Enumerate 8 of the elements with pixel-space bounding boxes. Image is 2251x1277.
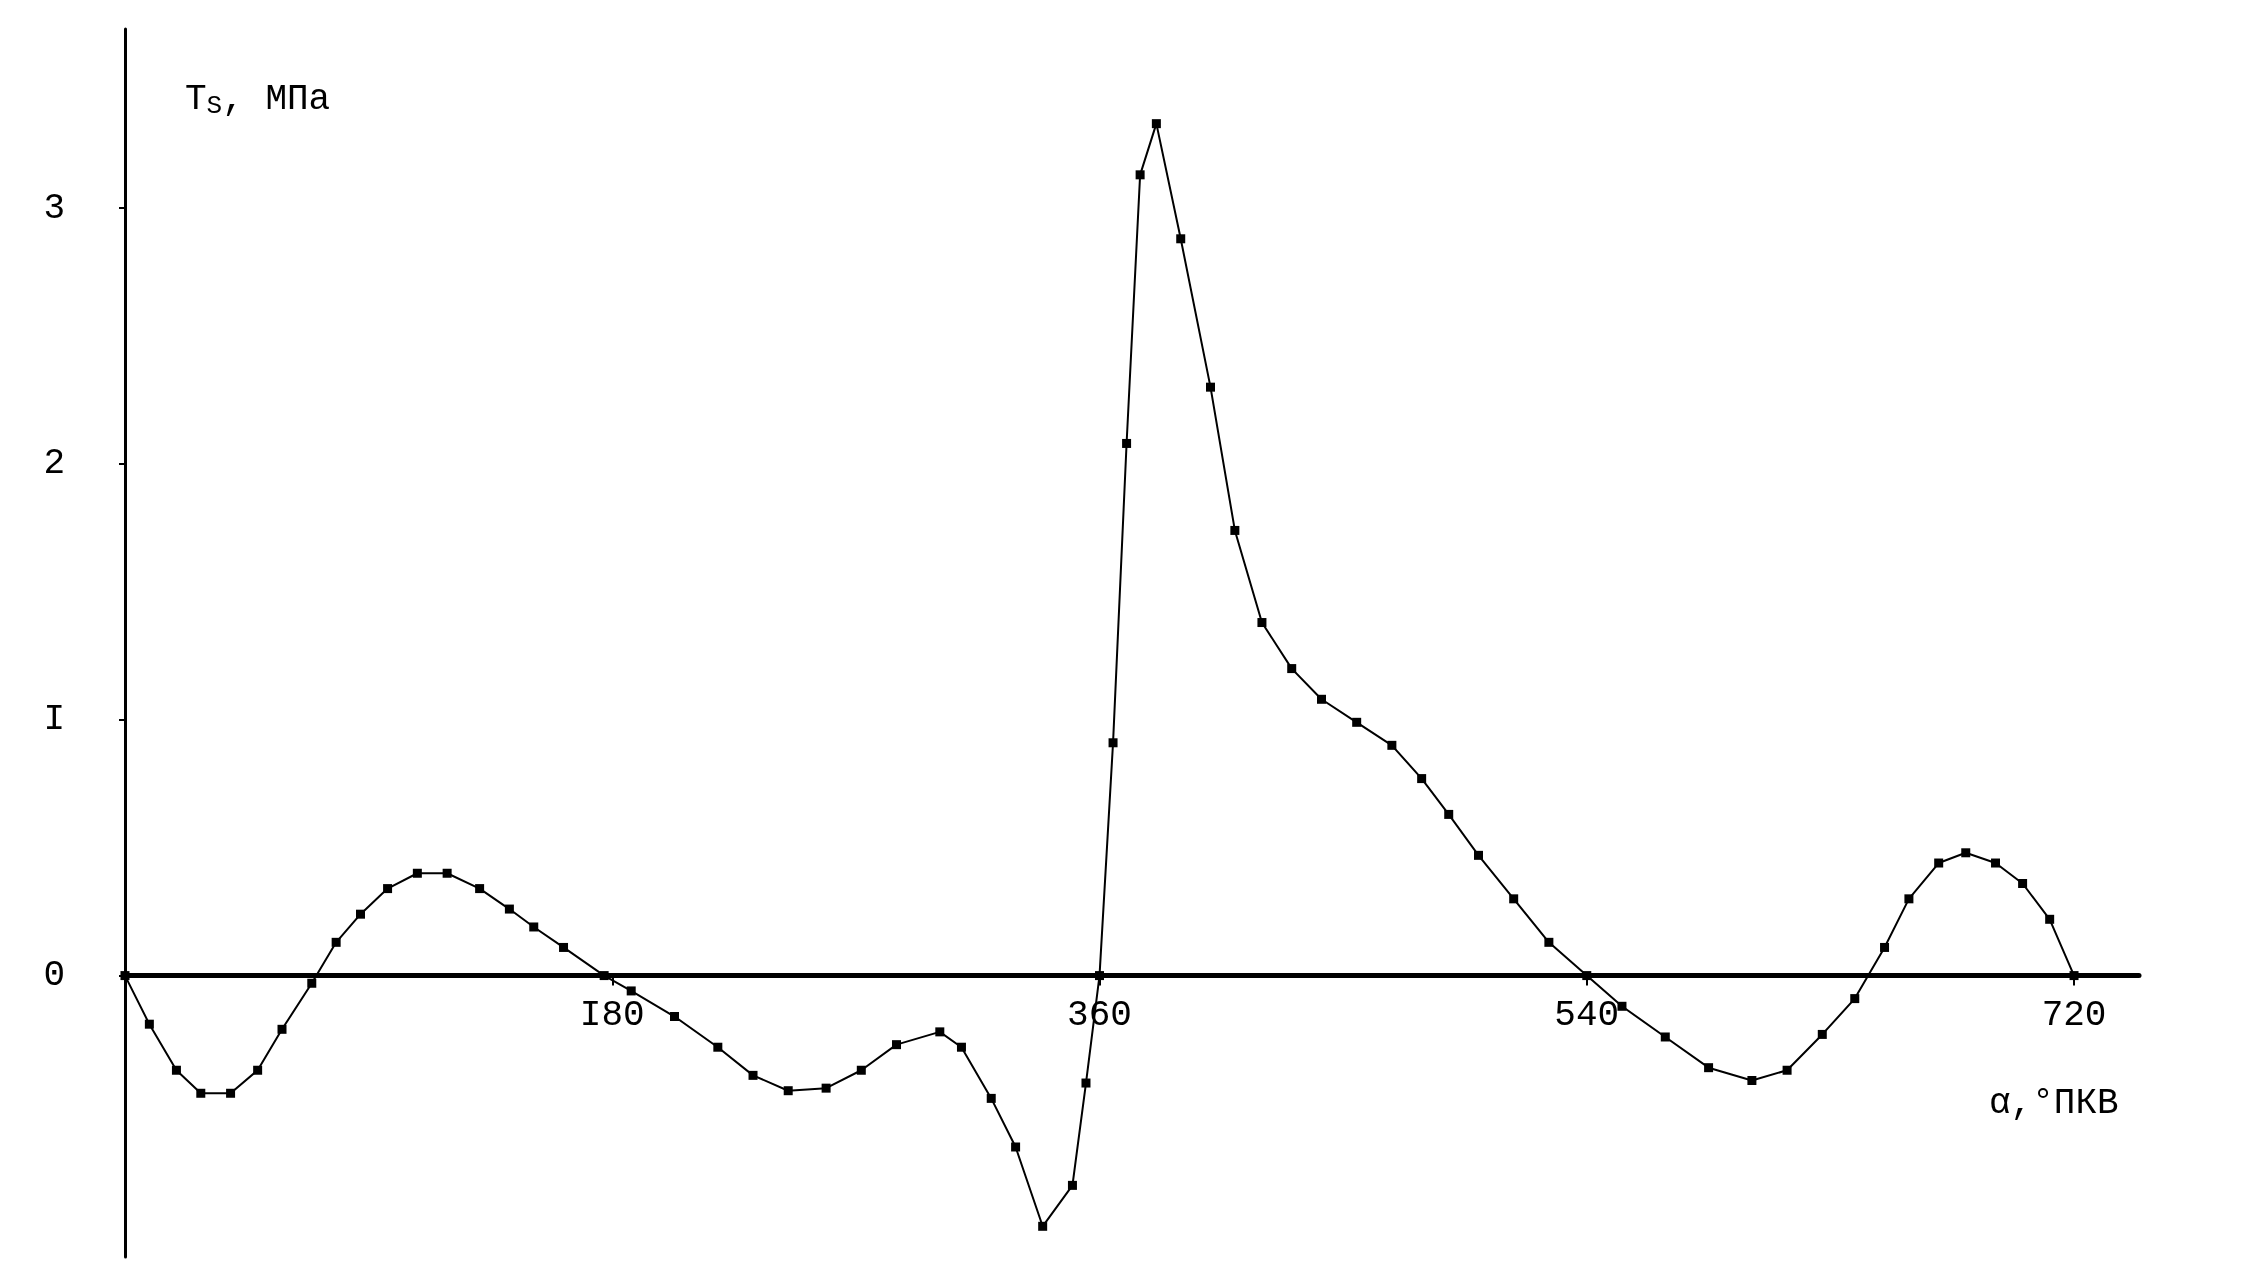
y-tick-label: 0 bbox=[43, 955, 65, 997]
y-tick-label: I bbox=[43, 699, 65, 741]
x-axis-title: α,°ПКВ bbox=[1989, 1083, 2119, 1125]
y-tick-label: 3 bbox=[43, 187, 65, 229]
x-tick-label: 540 bbox=[1554, 995, 1620, 1037]
x-tick-label: 720 bbox=[2041, 995, 2107, 1037]
x-tick-label: I80 bbox=[579, 995, 645, 1037]
y-tick-label: 2 bbox=[43, 443, 65, 485]
